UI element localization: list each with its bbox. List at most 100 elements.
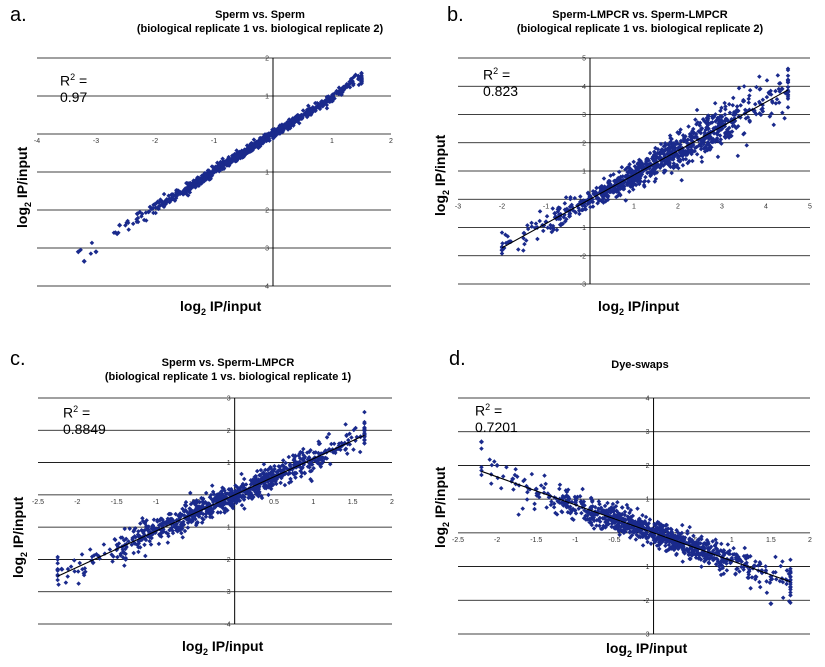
x-tick-label: -4: [34, 138, 40, 145]
data-point: [123, 223, 128, 228]
x-tick-label: -1: [572, 537, 578, 544]
y-tick-label: 3: [582, 112, 586, 119]
scatter-plot-a: -4 -3 -2 -1 1 2 4 3 2 1 1 2: [34, 56, 393, 291]
data-point: [81, 258, 87, 264]
data-point: [489, 462, 495, 468]
data-point: [557, 486, 562, 492]
chart-title-line2: (biological replicate 1 vs. biological r…: [136, 23, 384, 35]
data-point: [580, 486, 585, 492]
data-point: [544, 505, 549, 510]
data-point: [788, 557, 793, 562]
data-point: [532, 506, 537, 512]
data-point: [731, 545, 736, 551]
y-tick-label: -2: [643, 598, 649, 605]
data-point: [757, 584, 763, 590]
data-point: [114, 231, 120, 237]
data-point: [489, 481, 494, 486]
y-tick-label: -1: [580, 225, 586, 232]
x-axis-label-sub: 2: [201, 306, 207, 317]
data-point: [75, 249, 81, 255]
data-point: [199, 173, 205, 179]
data-point: [763, 564, 768, 569]
y-tick-label: 4: [646, 396, 650, 403]
x-tick-label: 2: [676, 203, 680, 210]
data-point: [680, 522, 685, 528]
y-tick-label: 3: [646, 429, 650, 436]
x-axis-label-text: log: [180, 298, 201, 314]
chart-title-line2: (biological replicate 1 vs. biological r…: [516, 23, 764, 35]
data-point: [615, 500, 620, 505]
data-point: [699, 564, 704, 569]
data-point: [235, 154, 241, 160]
r-squared-label: R2 = 0.97: [60, 72, 87, 105]
x-tick-label: 5: [808, 203, 812, 210]
x-tick-label: -3: [455, 203, 461, 210]
data-point: [719, 541, 724, 547]
data-point: [93, 249, 99, 255]
x-tick-label: -1: [211, 138, 217, 145]
data-point: [324, 106, 330, 111]
chart-title: Sperm-LMPCR vs. Sperm-LMPCR (biological …: [470, 8, 810, 36]
data-point: [487, 457, 492, 462]
r-squared-label: R2 = 0.823: [483, 66, 518, 99]
data-point: [532, 501, 537, 507]
y-tick-label: 3: [265, 246, 269, 253]
data-point: [557, 482, 563, 488]
x-tick-label: -3: [93, 138, 99, 145]
x-tick-label: 4: [764, 203, 768, 210]
x-axis-label-text: log: [598, 298, 619, 314]
y-tick-label: -3: [580, 282, 586, 289]
x-tick-label: 1: [330, 138, 334, 145]
data-point: [773, 554, 778, 560]
chart-title: Sperm vs. Sperm (biological replicate 1 …: [90, 8, 430, 36]
y-tick-label: 2: [265, 208, 269, 215]
y-tick-label: 1: [646, 564, 650, 571]
scatter-plot-b: -3 -2 -1 1 2 3 4 5 -3 -2 -1 1 2 3 4 5: [455, 56, 812, 289]
trendline: [481, 470, 791, 583]
y-tick-label: 2: [646, 463, 650, 470]
data-point: [640, 543, 646, 548]
data-point: [663, 543, 668, 548]
chart-title-line1: Sperm-LMPCR vs. Sperm-LMPCR: [552, 9, 728, 21]
data-point: [223, 159, 229, 166]
y-tick-label: 2: [582, 140, 586, 147]
data-point: [152, 201, 158, 207]
data-point: [768, 601, 774, 607]
x-tick-label: 2: [808, 537, 812, 544]
data-point: [498, 485, 504, 491]
x-axis-label-suffix: IP/input: [624, 298, 680, 314]
data-point: [647, 517, 653, 522]
x-tick-label: -2: [494, 537, 500, 544]
data-point: [88, 251, 94, 256]
x-tick-label: -1.5: [530, 537, 542, 544]
data-point: [780, 559, 785, 564]
panel-label: a.: [10, 4, 27, 26]
data-point: [542, 473, 547, 478]
x-axis-label: log2 IP/input: [180, 298, 261, 317]
data-point: [516, 512, 521, 517]
data-point: [748, 586, 753, 591]
data-point: [479, 472, 484, 478]
x-tick-label: -2: [152, 138, 158, 145]
x-tick-label: 1.5: [766, 537, 776, 544]
data-point: [494, 462, 500, 468]
x-tick-label: 3: [720, 203, 724, 210]
data-point: [270, 130, 276, 136]
data-point: [479, 446, 484, 451]
data-point: [314, 100, 320, 106]
panel-label: b.: [447, 4, 464, 26]
data-point: [635, 506, 640, 511]
r-squared-sup: 2: [70, 72, 76, 82]
data-point: [633, 537, 639, 542]
r-squared-sup: 2: [493, 66, 499, 76]
data-point: [605, 500, 610, 506]
data-point: [753, 559, 758, 564]
y-tick-label: -2: [580, 253, 586, 260]
x-tick-label: 1: [632, 203, 636, 210]
y-tick-label: 2: [265, 56, 269, 63]
data-point: [511, 487, 516, 492]
data-point: [246, 144, 252, 150]
x-tick-label: 1: [730, 537, 734, 544]
data-point: [619, 505, 625, 510]
